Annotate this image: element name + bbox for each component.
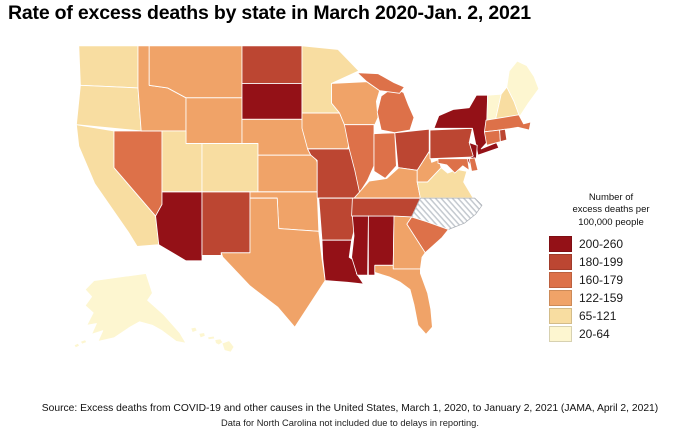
legend-swatch [549,271,572,288]
legend-title-line: Number of [588,192,634,203]
legend: Number of excess deaths per 100,000 peop… [549,192,673,344]
state-ct [484,129,501,146]
legend-title-line: excess deaths per [572,204,650,216]
state-co [201,143,259,193]
source-line: Source: Excess deaths from COVID-19 and … [41,403,659,414]
state-il [344,124,375,194]
state-ak [73,272,187,349]
nc-note: Data for North Carolina not included due… [221,418,479,428]
legend-swatch [549,253,572,270]
legend-swatch [549,325,572,342]
legend-label: 20-64 [579,326,610,341]
state-de [468,157,479,172]
legend-item-20-64: 20-64 [549,325,673,342]
legend-item-200-260: 200-260 [549,235,673,252]
state-tx [220,197,326,328]
legend-title-line: 100,000 people [578,216,644,228]
state-tn [351,197,421,218]
state-ri [499,128,508,143]
state-nm [201,191,251,256]
legend-item-65-121: 65-121 [549,307,673,324]
state-fl [374,264,433,335]
state-pa [429,127,476,160]
legend-item-180-199: 180-199 [549,253,673,270]
us-choropleth-map [73,45,540,353]
legend-label: 160-179 [579,272,624,287]
legend-item-122-159: 122-159 [549,289,673,306]
state-ks [257,154,318,193]
legend-title: Number of excess deaths per 100,000 peop… [549,192,673,229]
legend-label: 200-260 [579,236,624,251]
state-la [321,239,364,285]
state-md [437,158,470,174]
state-in [373,132,397,179]
legend-item-160-179: 160-179 [549,271,673,288]
legend-label: 122-159 [579,290,624,305]
legend-swatch [549,289,572,306]
state-sd [241,83,303,120]
states-layer [73,45,540,353]
state-or [76,84,142,132]
state-az [155,191,203,262]
state-wa [78,45,139,89]
state-nd [241,45,303,84]
chart-title: Rate of excess deaths by state in March … [8,2,531,24]
state-me [506,60,540,118]
legend-label: 65-121 [579,308,617,323]
state-mi-part2 [356,72,405,94]
state-ms [351,215,369,276]
state-mi [376,87,415,134]
legend-swatch [549,235,572,252]
legend-label: 180-199 [579,254,624,269]
state-va [416,167,474,199]
legend-items: 200-260 180-199 160-179 122-159 65-121 20-64 [549,235,673,342]
state-wy [185,97,243,144]
state-hi [190,326,235,353]
legend-swatch [549,307,572,324]
